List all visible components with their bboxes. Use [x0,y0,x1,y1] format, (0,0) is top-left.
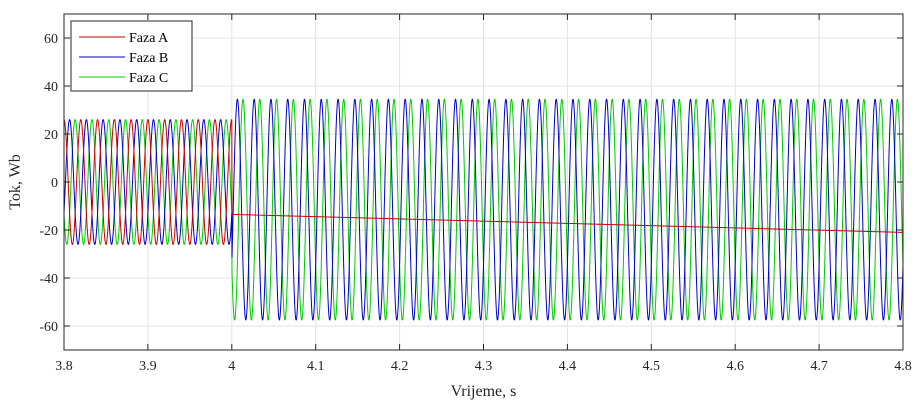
legend-label-faza-a: Faza A [129,31,169,46]
series-line-faza-b [63,98,904,321]
y-tick-label: -60 [39,320,58,335]
legend-box [70,20,193,92]
x-tick-label: 4.6 [726,359,744,374]
y-tick-label: -20 [39,224,58,239]
series-line-faza-a [63,119,904,245]
y-tick-label: 0 [51,176,58,191]
y-axis-label: Tok, Wb [7,154,24,209]
x-tick-label: 4.5 [643,359,661,374]
legend-label-faza-b: Faza B [129,51,168,66]
y-tick-label: -40 [39,272,58,287]
x-tick-label: 4.4 [559,359,577,374]
x-tick-label: 3.9 [139,359,157,374]
x-tick-label: 4.3 [475,359,493,374]
x-tick-label: 4.2 [391,359,409,374]
y-tick-label: 20 [44,128,58,143]
y-axis: -60 -40 -20 0 20 40 60 [39,32,903,335]
y-tick-label: 40 [44,80,58,95]
x-tick-label: 4.7 [810,359,828,374]
x-tick-label: 4.8 [894,359,912,374]
x-tick-label: 4 [228,359,235,374]
x-tick-label: 3.8 [55,359,73,374]
series-layer [63,98,904,321]
legend-label-faza-c: Faza C [129,71,168,86]
x-tick-label: 4.1 [307,359,325,374]
x-axis: 3.8 3.9 4 4.1 4.2 4.3 4.4 4.5 4.6 4.7 4.8 [55,14,912,374]
legend: Faza A Faza B Faza C [70,20,193,92]
y-tick-label: 60 [44,32,58,47]
x-axis-label: Vrijeme, s [451,383,517,400]
